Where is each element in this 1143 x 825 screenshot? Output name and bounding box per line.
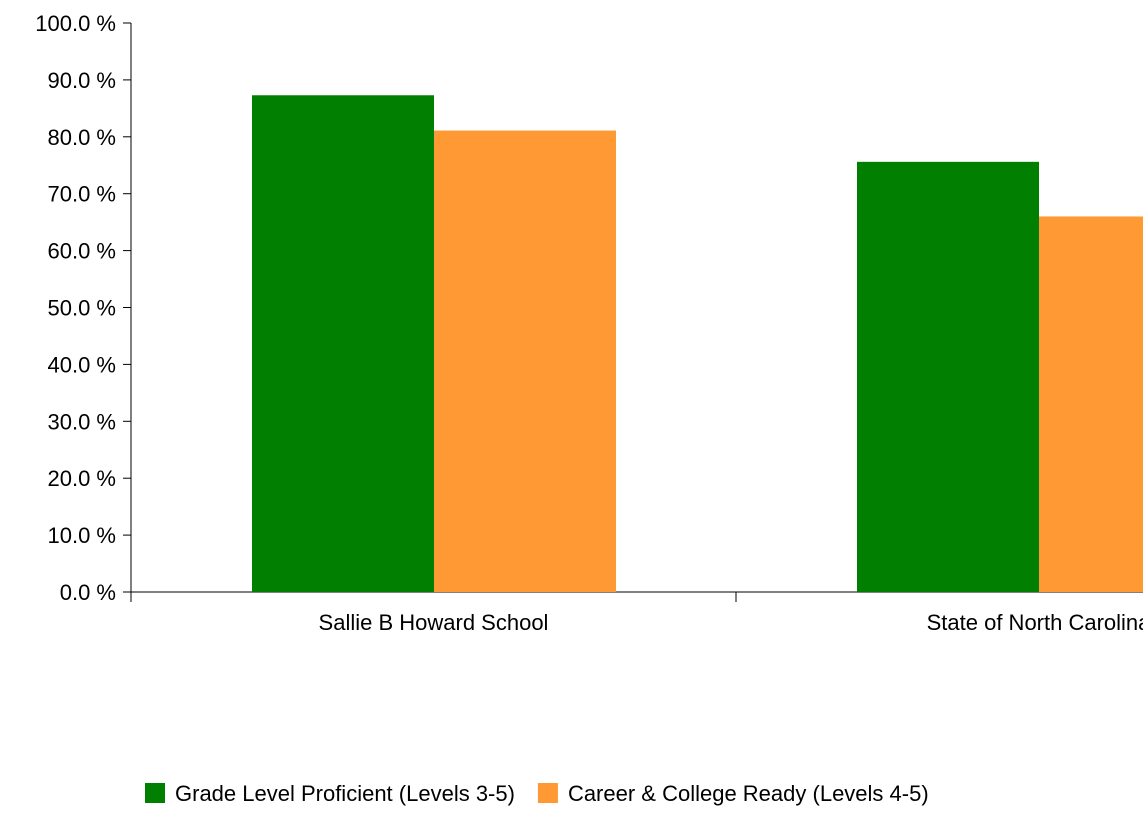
bar-grade-level-proficient-1 (857, 161, 1039, 592)
bars (252, 95, 1143, 592)
y-tick-label: 20.0 % (48, 466, 117, 491)
x-category-label: Sallie B Howard School (319, 610, 549, 635)
y-tick-label: 30.0 % (48, 409, 117, 434)
y-tick-label: 70.0 % (48, 182, 117, 207)
y-tick-label: 80.0 % (48, 125, 117, 150)
bar-career-college-ready-0 (434, 130, 616, 592)
legend-swatch (145, 783, 165, 803)
x-category-label: State of North Carolina (927, 610, 1143, 635)
y-tick-label: 10.0 % (48, 523, 117, 548)
bar-grade-level-proficient-0 (252, 95, 434, 592)
bar-career-college-ready-1 (1039, 216, 1143, 592)
legend-label: Career & College Ready (Levels 4-5) (568, 781, 929, 806)
legend-swatch (537, 783, 558, 803)
y-tick-label: 50.0 % (48, 296, 117, 321)
legend: Grade Level Proficient (Levels 3-5) Caree… (145, 781, 929, 806)
y-tick-label: 90.0 % (48, 68, 117, 93)
y-tick-label: 100.0 % (35, 11, 116, 36)
y-tick-label: 40.0 % (48, 352, 117, 377)
y-axis: 0.0 % 10.0 % 20.0 % 30.0 % 40.0 % 50.0 % 60.0 … (35, 11, 132, 605)
y-tick-label: 0.0 % (60, 580, 116, 605)
legend-label: Grade Level Proficient (Levels 3-5) (175, 781, 515, 806)
y-tick-label: 60.0 % (48, 239, 117, 264)
x-axis: Sallie B Howard School State of North Car… (130, 591, 1143, 635)
